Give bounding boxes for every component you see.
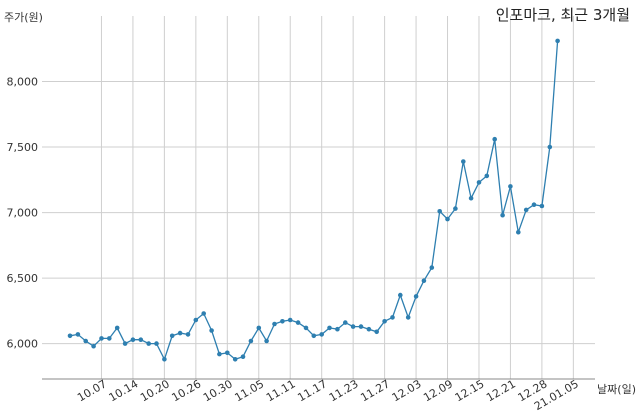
y-tick-label: 7,500	[7, 141, 39, 154]
x-tick-label: 10.14	[107, 377, 141, 404]
x-tick-label: 10.30	[201, 377, 235, 404]
data-point	[107, 336, 112, 341]
x-tick-label: 12.21	[484, 377, 518, 404]
data-point	[405, 315, 411, 320]
data-point	[429, 265, 435, 270]
data-point	[177, 330, 183, 336]
data-point	[453, 206, 458, 211]
data-point	[531, 202, 537, 207]
data-point	[374, 329, 380, 335]
data-point	[343, 320, 348, 325]
data-point	[350, 324, 356, 329]
data-point	[225, 350, 230, 356]
data-point	[256, 325, 262, 331]
data-point	[114, 325, 120, 331]
data-point	[248, 338, 254, 344]
data-point	[264, 338, 269, 344]
y-axis-ticks: 6,000 6,500 7,000 7,500 8,000	[7, 76, 39, 351]
data-point	[303, 325, 309, 331]
data-point	[358, 324, 364, 329]
data-point	[287, 317, 293, 323]
data-point	[398, 292, 403, 298]
data-point	[366, 326, 372, 332]
data-point	[319, 332, 325, 337]
data-point	[83, 338, 88, 344]
data-point	[75, 332, 81, 337]
data-point	[193, 317, 199, 323]
data-point	[445, 216, 450, 222]
data-point	[209, 328, 214, 333]
data-point	[280, 319, 285, 324]
data-point	[476, 180, 482, 185]
x-tick-label: 10.20	[138, 377, 172, 404]
data-point	[516, 229, 521, 235]
data-point	[154, 341, 159, 346]
data-point	[508, 184, 513, 189]
data-point	[492, 136, 498, 142]
x-tick-label: 11.23	[327, 377, 361, 404]
x-tick-label: 11.05	[232, 377, 266, 404]
data-point	[91, 343, 96, 349]
data-point	[311, 333, 317, 339]
data-point	[484, 173, 490, 179]
x-tick-label: 12.09	[421, 377, 455, 404]
y-axis-label: 주가(원)	[4, 11, 43, 24]
data-point	[500, 212, 505, 218]
data-point	[146, 341, 151, 346]
data-point	[99, 336, 104, 341]
data-point	[295, 320, 301, 325]
x-tick-label: 10.07	[75, 377, 109, 404]
data-point	[327, 325, 332, 331]
data-point	[185, 332, 191, 337]
data-point	[217, 351, 222, 357]
data-point	[138, 337, 144, 343]
chart-title: 인포마크, 최근 3개월	[495, 6, 630, 24]
y-tick-label: 6,500	[7, 272, 39, 285]
x-tick-label: 12.15	[453, 377, 487, 404]
data-point	[122, 341, 128, 346]
x-axis-label: 날짜(일)	[597, 383, 636, 396]
data-point	[421, 278, 427, 284]
data-point	[169, 333, 175, 339]
x-tick-label: 12.03	[390, 377, 424, 404]
price-series-line	[69, 40, 559, 361]
data-point	[382, 319, 387, 324]
data-point	[232, 357, 238, 362]
data-point	[335, 326, 340, 332]
y-tick-label: 7,000	[7, 207, 39, 220]
data-point	[162, 357, 167, 362]
y-tick-label: 6,000	[7, 338, 39, 351]
data-point	[437, 209, 443, 214]
data-point	[390, 315, 395, 320]
data-point	[201, 311, 206, 316]
x-tick-label: 11.11	[264, 377, 298, 404]
data-point	[468, 195, 474, 201]
data-point	[67, 333, 73, 339]
data-point	[547, 144, 553, 150]
x-tick-label: 11.17	[295, 377, 329, 404]
data-point	[272, 321, 277, 327]
gridlines	[42, 16, 595, 379]
data-point	[240, 354, 246, 360]
data-point	[539, 203, 545, 209]
data-point	[413, 294, 419, 299]
data-point	[461, 159, 466, 164]
y-tick-label: 8,000	[7, 76, 39, 89]
x-axis-ticks: 10.0710.1410.2010.2610.3011.0511.1111.17…	[75, 377, 581, 413]
data-point	[555, 38, 560, 44]
x-tick-label: 11.27	[358, 377, 392, 404]
price-markers	[67, 38, 560, 362]
x-tick-label: 10.26	[170, 377, 204, 404]
data-point	[130, 337, 136, 343]
data-point	[523, 207, 529, 213]
